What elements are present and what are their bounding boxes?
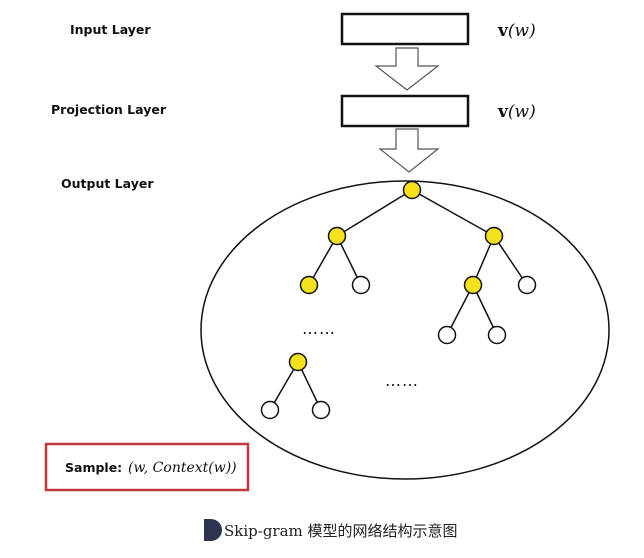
internal-node — [299, 275, 319, 295]
projection-vector-symbol: v — [497, 102, 509, 122]
projection-vector-label: v(w) — [497, 102, 536, 122]
projection-layer-box — [340, 94, 470, 128]
projection-vector-argument: (w) — [508, 102, 536, 122]
sample-label: Sample: — [65, 460, 122, 475]
internal-nodes — [288, 180, 504, 372]
tree-edge — [308, 235, 338, 286]
leaf-node — [517, 275, 537, 295]
input-layer-label: Input Layer — [70, 22, 151, 37]
output-layer-label: Output Layer — [61, 176, 154, 191]
tree-edge — [446, 284, 474, 336]
internal-node — [288, 352, 308, 372]
internal-node — [327, 226, 347, 246]
internal-node — [463, 275, 483, 295]
internal-node — [402, 180, 422, 200]
tree-edge — [411, 189, 495, 237]
input-layer-box — [340, 12, 470, 46]
tree-edge — [269, 361, 299, 411]
leaf-nodes — [260, 275, 537, 420]
input-vector-label: v(w) — [497, 21, 536, 41]
sample-box — [44, 442, 250, 492]
figure-caption: Skip-gram 模型的网络结构示意图 — [224, 522, 458, 540]
tree-ellipsis-left: …… — [302, 319, 336, 338]
leaf-node — [351, 275, 371, 295]
sample-value: (w, Context(w)) — [128, 460, 237, 476]
down-arrow-icon — [378, 128, 440, 173]
tree-edge — [336, 189, 413, 237]
tree-ellipsis-right: …… — [385, 371, 419, 390]
projection-layer-label: Projection Layer — [51, 102, 167, 117]
input-vector-argument: (w) — [508, 21, 536, 41]
output-layer-ellipse — [200, 180, 610, 480]
leaf-node — [260, 400, 280, 420]
tree-edge — [493, 235, 528, 286]
leaf-node — [311, 400, 331, 420]
leaf-node — [487, 325, 507, 345]
down-arrow-icon — [374, 47, 440, 91]
internal-node — [484, 226, 504, 246]
input-vector-symbol: v — [497, 21, 509, 41]
leaf-node — [437, 325, 457, 345]
caption-marker-icon — [204, 519, 222, 541]
